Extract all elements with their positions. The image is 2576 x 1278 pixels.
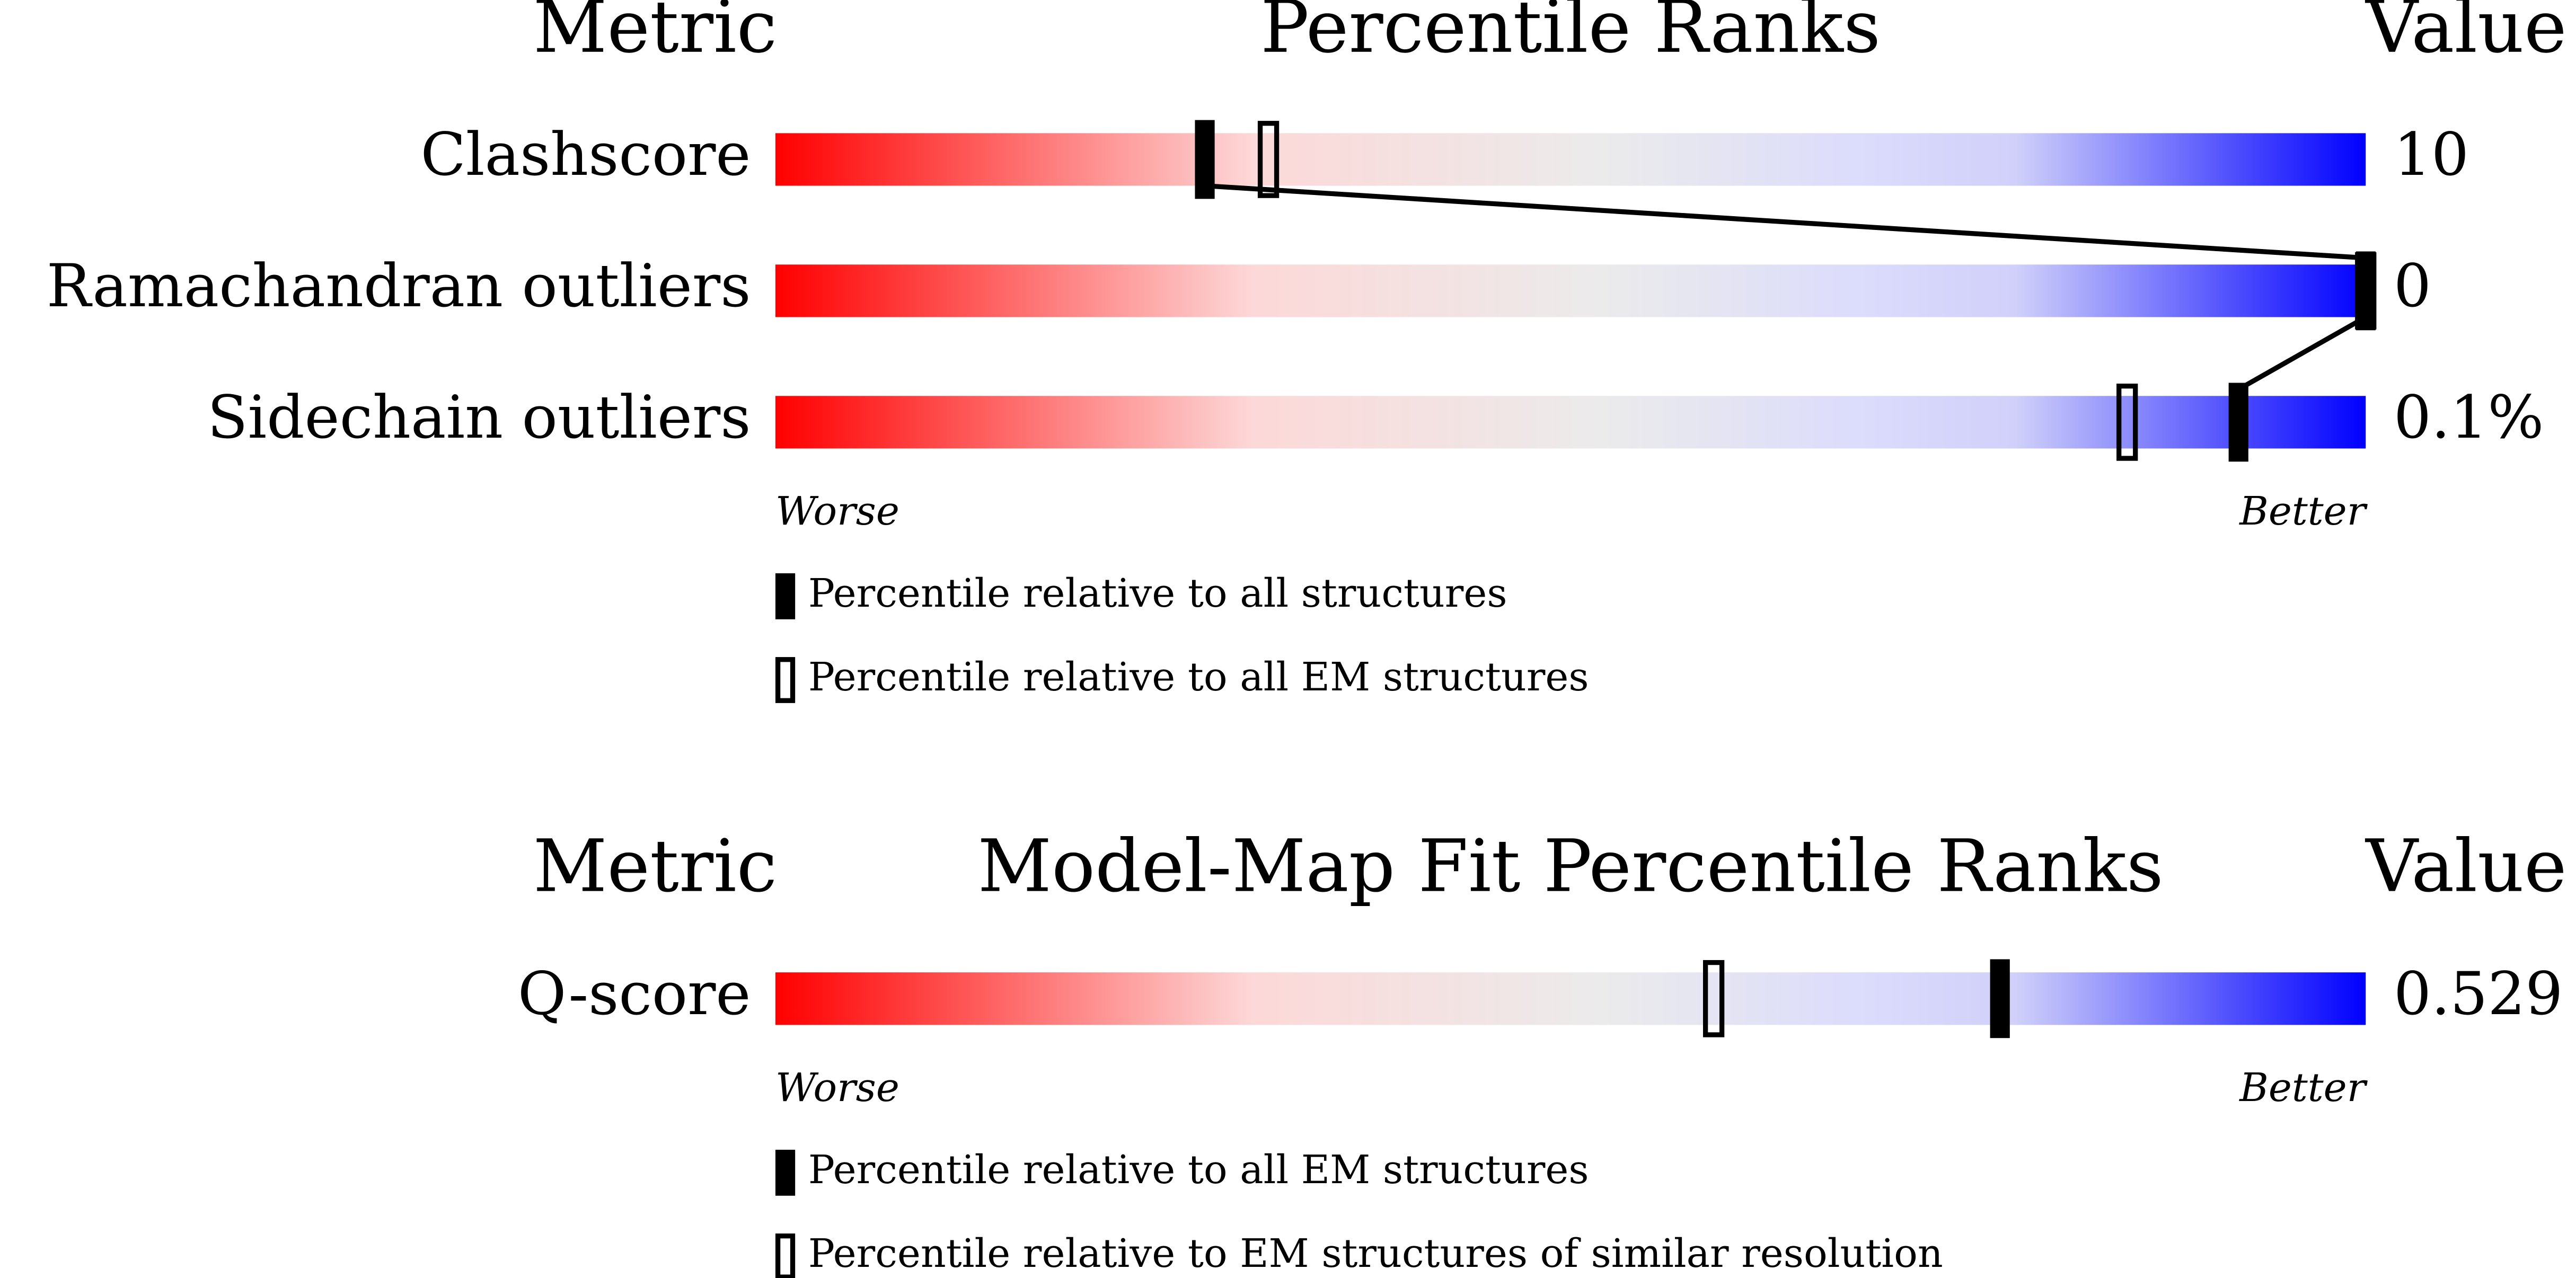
metric-label: Ramachandran outliers: [47, 252, 751, 321]
legend-text: Percentile relative to all EM structures: [808, 1147, 1589, 1193]
connector: [2237, 315, 2367, 392]
header-value: Value: [2365, 824, 2566, 909]
connector: [1204, 183, 2366, 261]
worse-label: Worse: [775, 1064, 899, 1111]
marker-em: [1257, 121, 1280, 198]
metric-label: Clashscore: [420, 120, 751, 189]
legend-text: Percentile relative to all EM structures: [808, 654, 1589, 700]
worse-label: Worse: [775, 488, 899, 534]
better-label: Better: [2238, 1064, 2368, 1111]
legend-text: Percentile relative to all structures: [808, 570, 1507, 616]
better-label: Better: [2238, 488, 2368, 534]
metric-value: 0.529: [2394, 960, 2563, 1028]
legend-swatch: [775, 1149, 796, 1196]
header-metric: Metric: [533, 0, 777, 69]
marker-all: [2356, 251, 2376, 331]
header-title: Percentile Ranks: [1260, 0, 1881, 69]
metric-value: 10: [2394, 120, 2469, 189]
marker-em: [2116, 384, 2138, 461]
metric-value: 0.1%: [2394, 383, 2544, 452]
header-value: Value: [2365, 0, 2566, 69]
metric-label: Sidechain outliers: [207, 383, 751, 452]
metric-label: Q-score: [518, 960, 751, 1028]
header-metric: Metric: [533, 824, 777, 909]
slider-bar: [775, 264, 2366, 317]
slider-bar: [775, 972, 2366, 1025]
marker-all: [1990, 959, 2010, 1039]
legend-swatch: [775, 573, 796, 619]
header-title: Model-Map Fit Percentile Ranks: [977, 824, 2163, 909]
marker-em: [1702, 960, 1725, 1037]
legend-swatch: [775, 1233, 796, 1278]
legend-text: Percentile relative to EM structures of …: [808, 1230, 1943, 1276]
metric-value: 0: [2394, 252, 2431, 321]
legend-swatch: [775, 657, 796, 703]
slider-bar: [775, 396, 2366, 449]
marker-all: [2228, 383, 2248, 462]
slider-bar: [775, 133, 2366, 186]
